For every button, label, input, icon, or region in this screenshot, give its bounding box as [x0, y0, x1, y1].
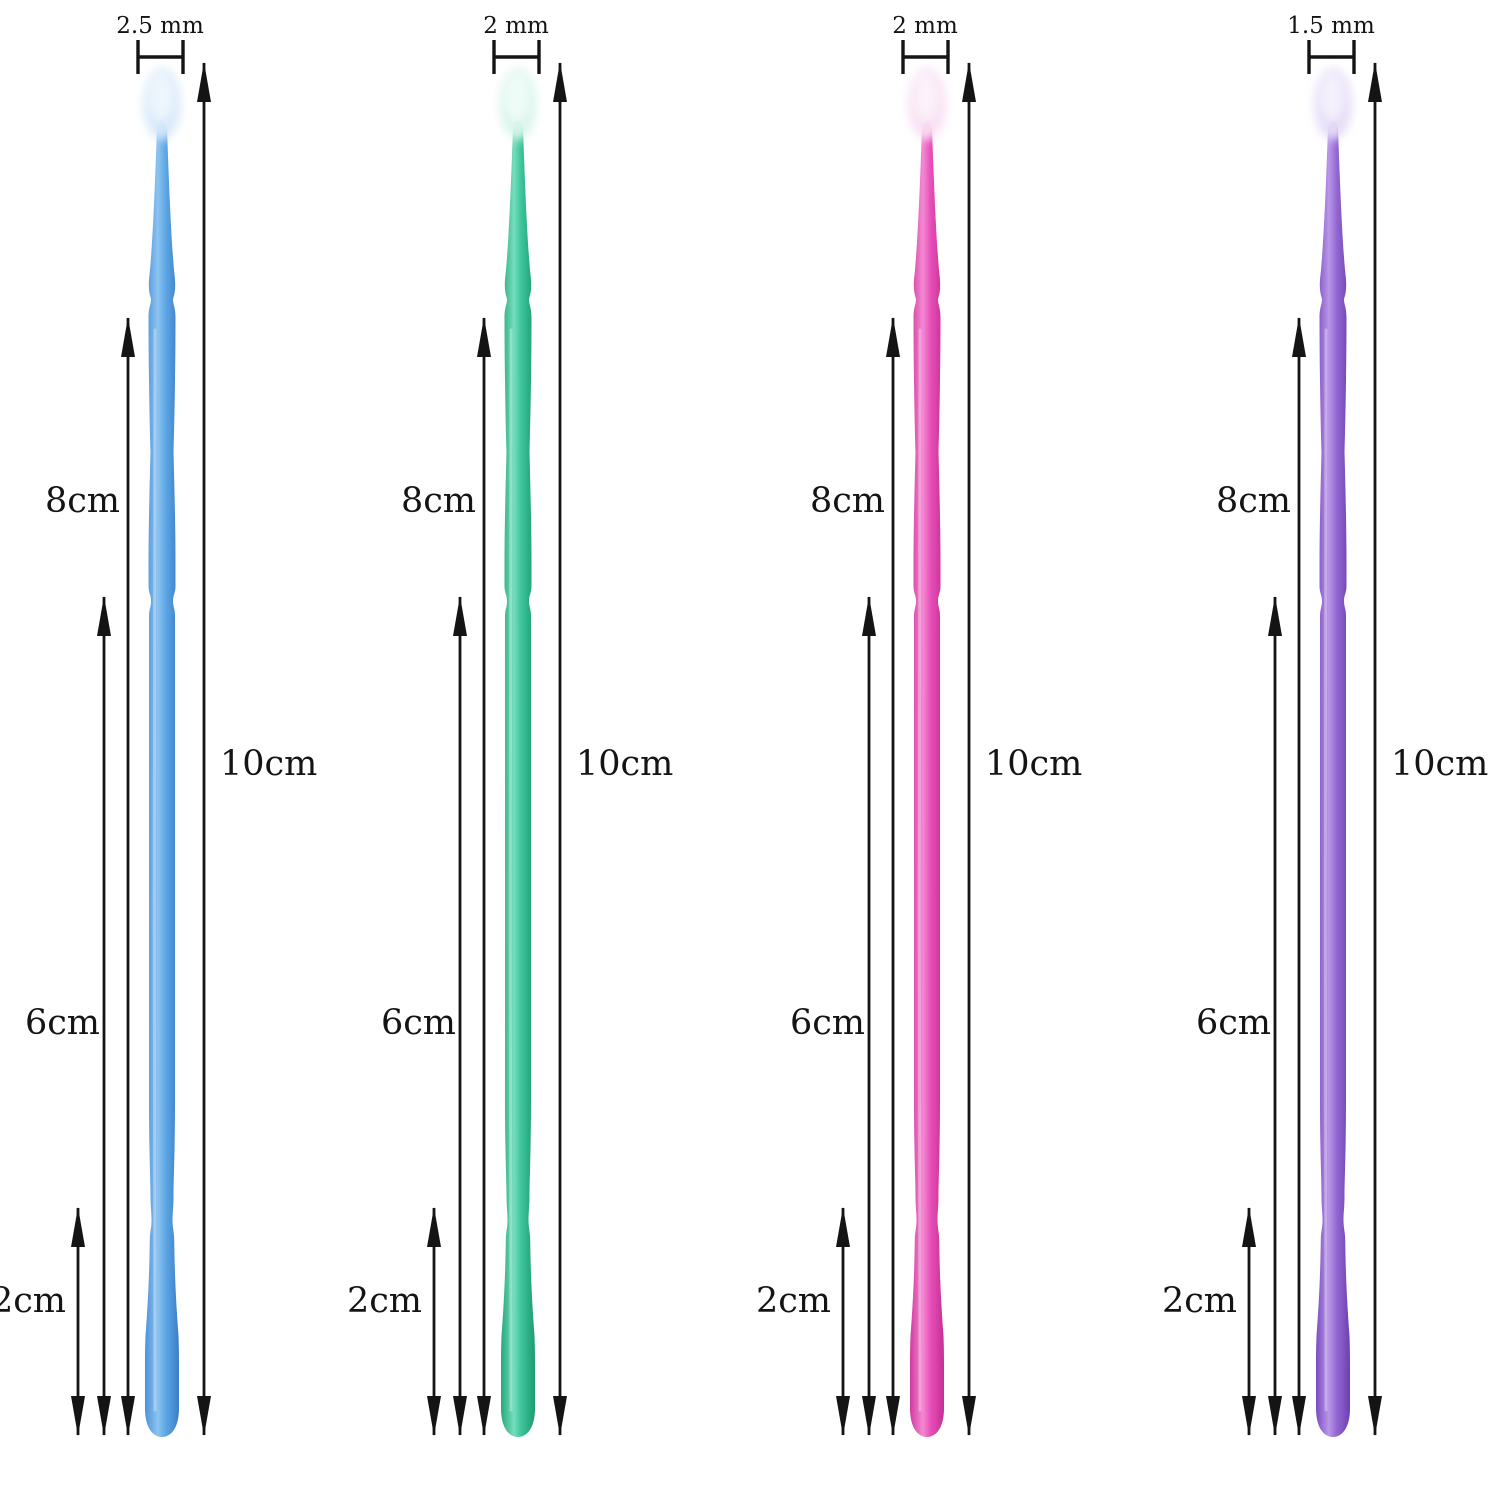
- tip-width-bracket: [136, 40, 185, 74]
- label-6cm: 6cm: [1196, 1003, 1271, 1043]
- label-6cm: 6cm: [25, 1003, 100, 1043]
- swab-column-pink: 2 mm 10cm 8cm 6cm 2cm: [756, 13, 1082, 1437]
- swab-tip-inner: [1320, 72, 1344, 120]
- label-2cm: 2cm: [1162, 1281, 1237, 1321]
- swab-tip-purple: [1314, 68, 1352, 140]
- swab-stick-pink: [910, 120, 944, 1437]
- label-8cm: 8cm: [1216, 481, 1291, 521]
- swab-tip-inner: [505, 72, 529, 120]
- swab-tip-inner: [914, 72, 938, 120]
- swab-stick-purple: [1316, 120, 1350, 1437]
- swab-column-purple: 1.5 mm 10cm 8cm 6cm 2cm: [1162, 13, 1488, 1437]
- swab-tip-inner: [149, 72, 173, 120]
- stick-highlight: [1323, 328, 1328, 1412]
- label-6cm: 6cm: [381, 1003, 456, 1043]
- swab-column-blue: 2.5 mm 10cm 8cm 6cm 2cm: [0, 13, 317, 1437]
- label-2cm: 2cm: [0, 1281, 66, 1321]
- label-10cm: 10cm: [1391, 744, 1488, 784]
- label-2cm: 2cm: [347, 1281, 422, 1321]
- tip-width-bracket: [901, 40, 950, 74]
- label-8cm: 8cm: [45, 481, 120, 521]
- swab-stick-green: [501, 120, 535, 1437]
- swab-tip-blue: [143, 68, 181, 140]
- label-10cm: 10cm: [985, 744, 1082, 784]
- tip-width-label: 2 mm: [483, 13, 549, 39]
- swab-tip-green: [499, 68, 537, 140]
- tip-width-label: 2 mm: [892, 13, 958, 39]
- label-10cm: 10cm: [220, 744, 317, 784]
- swab-column-green: 2 mm 10cm 8cm 6cm 2cm: [347, 13, 673, 1437]
- label-10cm: 10cm: [576, 744, 673, 784]
- label-6cm: 6cm: [790, 1003, 865, 1043]
- stick-highlight: [152, 328, 157, 1412]
- label-2cm: 2cm: [756, 1281, 831, 1321]
- swab-stick-blue: [145, 120, 179, 1437]
- label-8cm: 8cm: [810, 481, 885, 521]
- swab-tip-pink: [908, 68, 946, 140]
- tip-width-bracket: [1307, 40, 1356, 74]
- tip-width-bracket: [492, 40, 541, 74]
- tip-width-label: 2.5 mm: [116, 13, 204, 39]
- tip-width-label: 1.5 mm: [1287, 13, 1375, 39]
- stick-highlight: [508, 328, 513, 1412]
- stick-highlight: [917, 328, 922, 1412]
- label-8cm: 8cm: [401, 481, 476, 521]
